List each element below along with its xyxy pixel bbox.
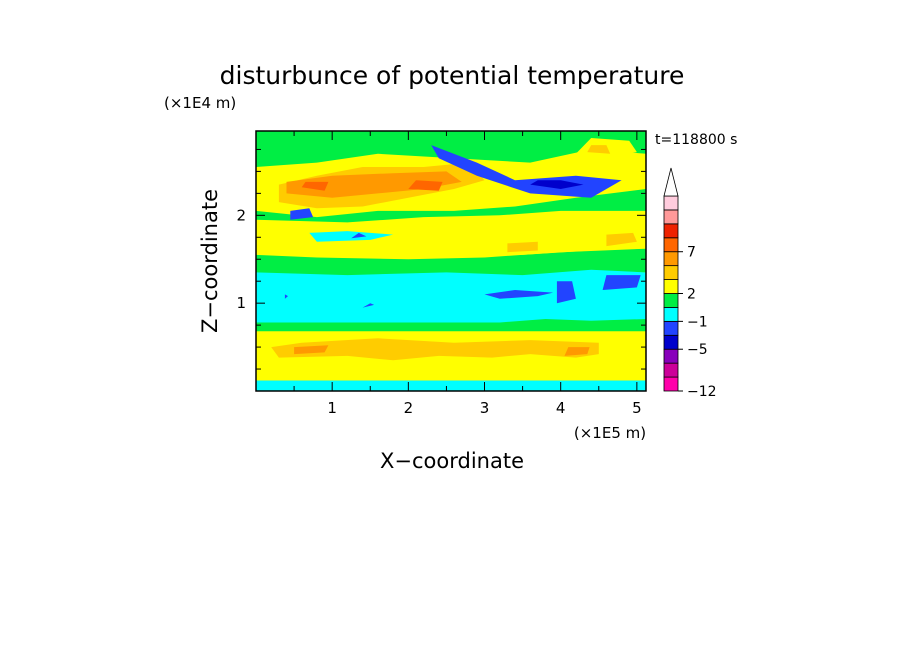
contour-region-16: [606, 232, 637, 247]
contour-region-22: [286, 171, 462, 198]
y-axis-label: Z−coordinate: [198, 189, 222, 333]
x-tick-label: 5: [632, 399, 642, 417]
contour-region-4: [294, 345, 329, 355]
colorbar-swatch-6: [663, 293, 679, 308]
y-tick-label: 2: [236, 206, 246, 224]
colorbar-label: −1: [687, 314, 708, 330]
colorbar-swatch-4: [663, 320, 679, 336]
colorbar: −12−5−127: [663, 167, 717, 400]
contour-region-24: [301, 181, 329, 191]
colorbar-label: 7: [687, 245, 696, 261]
contour-region-5: [564, 347, 590, 356]
contour-region-14: [256, 215, 646, 260]
contour-region-12: [284, 294, 288, 299]
contour-region-8: [484, 290, 554, 299]
contour-region-11: [362, 303, 375, 308]
contour-region-10: [602, 275, 641, 290]
x-tick-label: 3: [480, 399, 490, 417]
contour-region-26: [530, 180, 584, 189]
colorbar-swatch-10: [663, 237, 679, 253]
contour-region-9: [556, 281, 576, 304]
contour-region-7: [256, 268, 646, 323]
x-axis-unit: (×1E5 m): [574, 424, 646, 442]
colorbar-label: −12: [687, 384, 717, 400]
x-tick-label: 2: [404, 399, 414, 417]
contour-regions: [256, 131, 646, 391]
y-axis-ticks: 12: [236, 148, 646, 392]
colorbar-label: 2: [687, 287, 696, 303]
colorbar-extend-triangle: [663, 167, 679, 197]
colorbar-label: −5: [687, 342, 708, 358]
contour-region-17: [309, 231, 394, 242]
colorbar-swatch-2: [663, 348, 679, 364]
x-tick-label: 4: [556, 399, 566, 417]
chart-title: disturbunce of potential temperature: [220, 61, 685, 90]
x-tick-label: 1: [327, 399, 337, 417]
x-axis-ticks: 1 2 3 4 5: [255, 131, 642, 417]
colorbar-swatch-5: [663, 307, 679, 322]
time-label: t=118800 s: [655, 132, 737, 148]
contour-region-27: [290, 208, 314, 220]
contour-region-15: [507, 241, 538, 253]
y-tick-label: 1: [236, 294, 246, 312]
colorbar-swatch-1: [663, 362, 679, 378]
colorbar-swatch-12: [663, 209, 679, 225]
contour-region-29: [587, 145, 611, 154]
contour-region-3: [271, 338, 599, 361]
x-axis-label: X−coordinate: [380, 449, 524, 473]
colorbar-swatch-9: [663, 251, 679, 267]
contour-region-13: [256, 246, 646, 276]
y-axis-unit: (×1E4 m): [164, 94, 236, 112]
contour-region-18: [351, 232, 367, 239]
colorbar-swatch-3: [663, 334, 679, 350]
contour-region-23: [408, 180, 443, 191]
colorbar-swatch-11: [663, 223, 679, 239]
plot-frame: [255, 130, 647, 392]
colorbar-swatch-0: [663, 376, 679, 392]
colorbar-swatch-7: [663, 279, 679, 294]
colorbar-swatch-8: [663, 265, 679, 280]
contour-region-2: [256, 366, 646, 381]
colorbar-swatch-13: [663, 195, 679, 211]
